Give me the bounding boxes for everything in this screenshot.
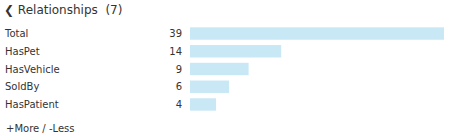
category-label: Total [4,28,28,39]
bar [190,98,216,110]
data-label: 39 [169,28,182,39]
data-labels: 39 14 9 6 4 [169,28,182,110]
category-label: HasPet [5,46,40,57]
bar [190,27,444,39]
data-label: 14 [169,46,182,57]
category-label: SoldBy [5,81,39,92]
annotation: +More / -Less [6,123,74,134]
title: ❮ Relationships (7) [4,3,122,17]
category-label: HasPatient [5,99,59,110]
bars [190,27,444,110]
category-labels: Total HasPet HasVehicle SoldBy HasPatient [4,28,60,110]
data-label: 9 [176,64,182,75]
data-label: 6 [176,81,182,92]
data-label: 4 [176,99,182,110]
bar [190,81,229,93]
bar [190,63,249,75]
category-label: HasVehicle [5,64,60,75]
chart: ❮ Relationships (7) Total HasPet HasVehicle… [0,0,450,138]
bar [190,45,281,57]
